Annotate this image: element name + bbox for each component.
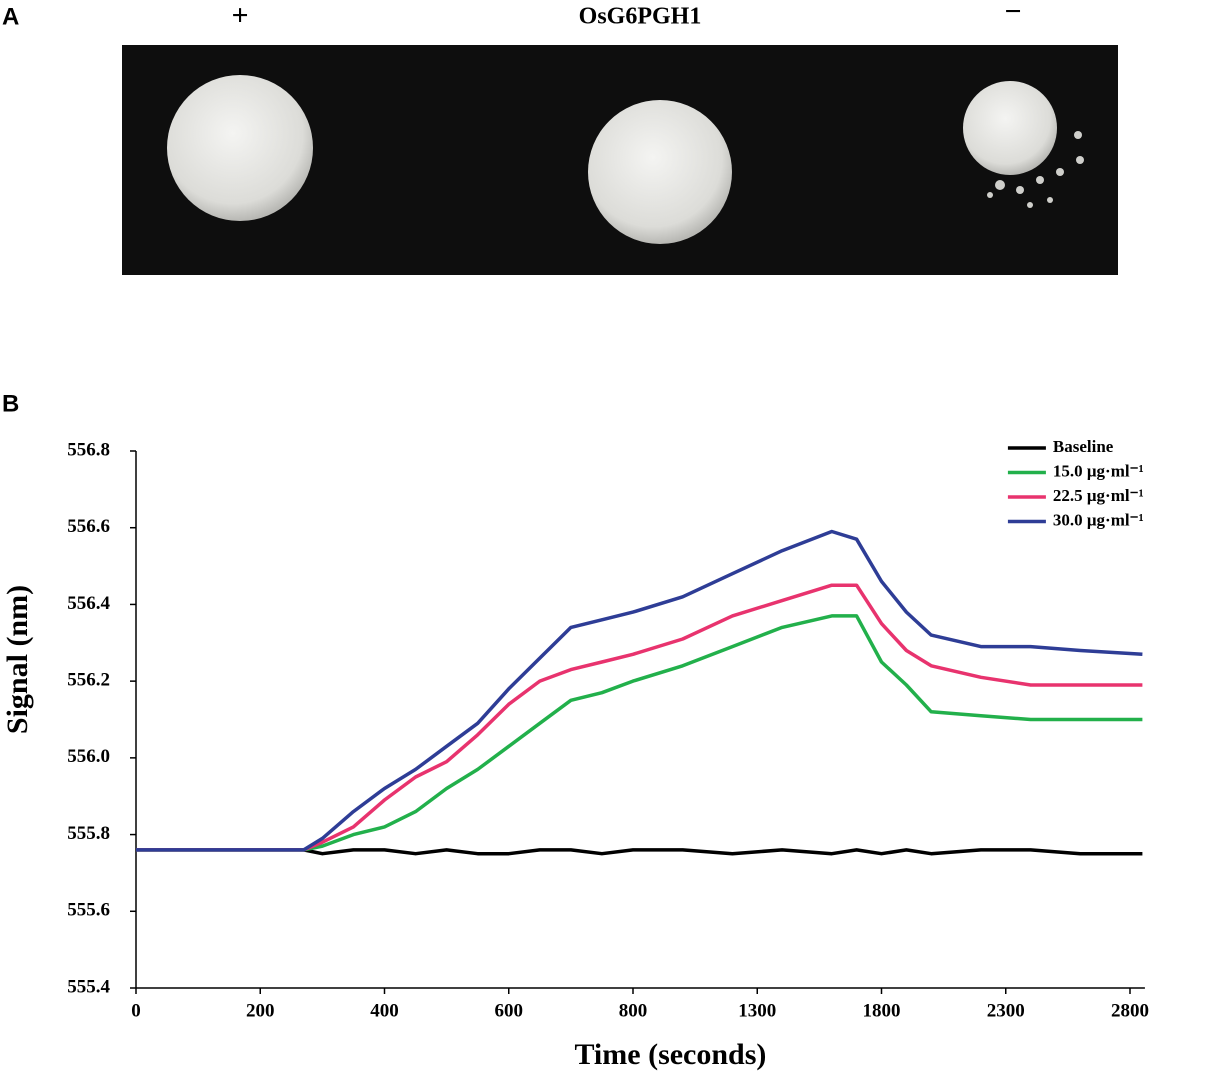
legend-label: 30.0 μg·ml⁻¹ bbox=[1053, 510, 1144, 529]
series-line bbox=[136, 529, 1143, 852]
x-tick-label: 2300 bbox=[987, 1000, 1025, 1021]
photo-label: OsG6PGH1 bbox=[579, 4, 702, 30]
chart: 555.4 555.6 555.8 556.0 556.2 556.4 556.6 556.8… bbox=[1, 437, 1149, 1071]
photo bbox=[122, 45, 1118, 275]
x-tick-label: 800 bbox=[619, 1000, 648, 1021]
x-tick-label: 200 bbox=[246, 1000, 275, 1021]
x-tick-label: 600 bbox=[495, 1000, 524, 1021]
panel-letter: B bbox=[2, 390, 19, 417]
colony bbox=[167, 75, 313, 221]
y-tick-label: 555.4 bbox=[67, 976, 110, 997]
legend-label: Baseline bbox=[1053, 437, 1114, 456]
y-tick-label: 556.8 bbox=[67, 439, 110, 460]
colony-specks bbox=[987, 131, 1084, 208]
series-line bbox=[136, 848, 1143, 856]
x-tick-label: 400 bbox=[370, 1000, 399, 1021]
photo-label: − bbox=[1004, 0, 1021, 28]
series-line bbox=[136, 614, 1143, 852]
x-tick-label: 1800 bbox=[863, 1000, 901, 1021]
y-tick-label: 556.0 bbox=[67, 746, 110, 767]
y-tick-label: 556.4 bbox=[67, 593, 110, 614]
legend-label: 15.0 μg·ml⁻¹ bbox=[1053, 461, 1144, 480]
y-tick-label: 556.6 bbox=[67, 516, 110, 537]
colony bbox=[588, 100, 732, 244]
y-tick-label: 555.8 bbox=[67, 823, 110, 844]
legend-label: 22.5 μg·ml⁻¹ bbox=[1053, 486, 1144, 505]
y-tick-label: 556.2 bbox=[67, 670, 110, 691]
y-tick-label: 555.6 bbox=[67, 900, 110, 921]
colony bbox=[963, 81, 1057, 175]
panel-letter: A bbox=[2, 3, 19, 30]
x-axis-label: Time (seconds) bbox=[574, 1038, 766, 1071]
series-line bbox=[136, 583, 1143, 852]
x-tick-label: 1300 bbox=[738, 1000, 776, 1021]
x-tick-label: 2800 bbox=[1111, 1000, 1149, 1021]
x-tick-label: 0 bbox=[131, 1000, 141, 1021]
y-axis-label: Signal (nm) bbox=[1, 585, 34, 734]
photo-label: + bbox=[231, 0, 248, 32]
